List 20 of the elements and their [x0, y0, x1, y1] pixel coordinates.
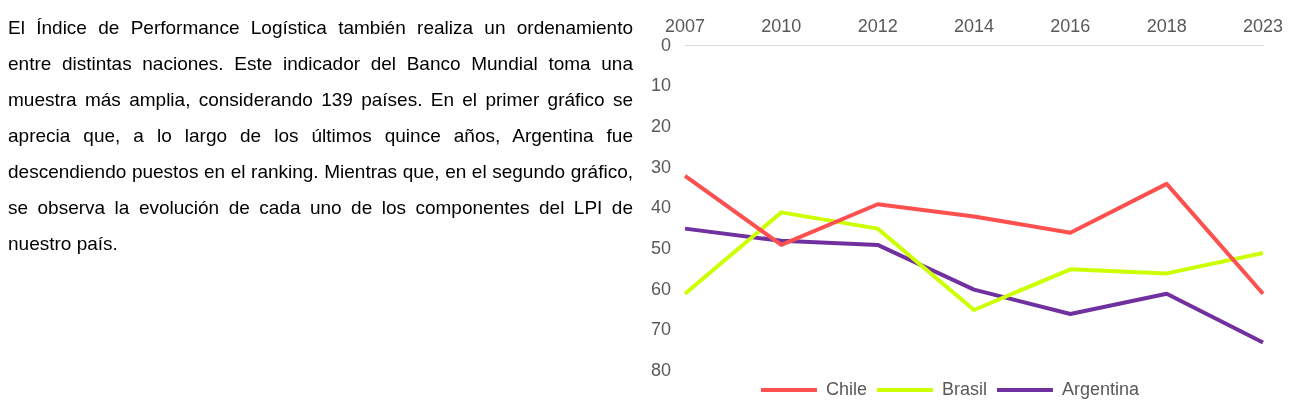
y-tick-label: 50 [650, 237, 672, 258]
y-tick-label: 20 [650, 115, 672, 136]
y-tick-label: 80 [650, 359, 672, 380]
text: El Índice de Performance Logística también realiza un ordenamiento entre distintas naciones. Este indicador del Banco Mundial toma una muestra más amplia, considerando 139 países. En el primer gráfico se aprecia que, a lo largo de los últimos quince años, Argentina fue descendiendo puestos en el ranking. Mientras que, en el segundo gráfico, se observa la evolución de cada uno de los componentes del LPI de nuestro país. [8, 16, 633, 256]
y-tick-label: 60 [650, 278, 672, 299]
legend-label: Brasil [941, 378, 987, 399]
y-tick-label: 30 [650, 156, 672, 177]
x-tick-label: 2007 [665, 15, 706, 36]
legend-label: Argentina [1061, 378, 1141, 399]
y-tick-label: 70 [650, 319, 672, 340]
y-tick-label: 0 [661, 34, 672, 55]
y-tick-label: 10 [650, 75, 672, 96]
x-tick-label: 2010 [761, 15, 802, 36]
x-tick-label: 2012 [857, 15, 898, 36]
x-tick-label: 2016 [1050, 15, 1091, 36]
legend-label: Chile [825, 378, 867, 399]
x-tick-label: 2023 [1242, 15, 1284, 36]
x-tick-label: 2014 [953, 15, 995, 36]
x-tick-label: 2018 [1146, 15, 1187, 36]
y-tick-label: 40 [650, 197, 672, 218]
